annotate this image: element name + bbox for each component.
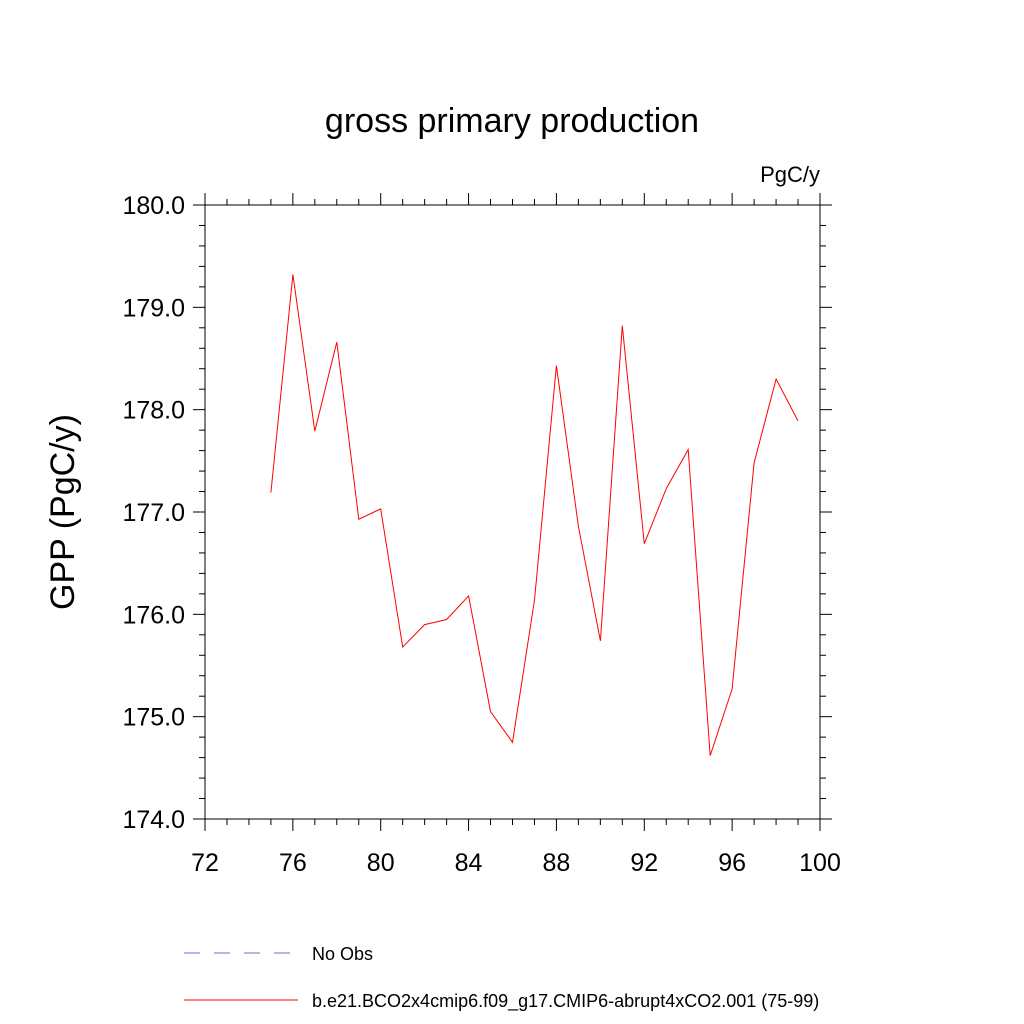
series-line-0 xyxy=(270,274,799,756)
series-lines xyxy=(270,274,799,756)
legend: No Obs b.e21.BCO2x4cmip6.f09_g17.CMIP6-ab… xyxy=(184,944,819,1012)
legend-label-1: b.e21.BCO2x4cmip6.f09_g17.CMIP6-abrupt4x… xyxy=(312,991,819,1012)
x-tick-label: 100 xyxy=(799,849,841,877)
x-tick-label: 96 xyxy=(718,849,746,877)
x-tick-label: 84 xyxy=(455,849,483,877)
axis-ticks xyxy=(193,193,832,831)
x-tick-label: 72 xyxy=(191,849,219,877)
y-axis-label: GPP (PgC/y) xyxy=(44,414,82,610)
chart-title: gross primary production xyxy=(325,102,699,140)
y-tick-label: 180.0 xyxy=(122,192,185,220)
legend-label-0: No Obs xyxy=(312,944,373,964)
y-tick-label: 176.0 xyxy=(122,601,185,629)
y-tick-label: 177.0 xyxy=(122,499,185,527)
units-label: PgC/y xyxy=(760,162,820,187)
y-tick-label: 175.0 xyxy=(122,704,185,732)
y-tick-label: 179.0 xyxy=(122,294,185,322)
plot-frame xyxy=(204,204,821,820)
x-tick-label: 92 xyxy=(630,849,658,877)
x-tick-label: 80 xyxy=(367,849,395,877)
y-tick-label: 178.0 xyxy=(122,397,185,425)
x-tick-label: 76 xyxy=(279,849,307,877)
x-tick-label: 88 xyxy=(543,849,571,877)
y-tick-label: 174.0 xyxy=(122,806,185,834)
tick-labels: 72 76 80 84 88 92 96 100 174.0 175.0 176.0 177.0 178… xyxy=(122,192,840,877)
